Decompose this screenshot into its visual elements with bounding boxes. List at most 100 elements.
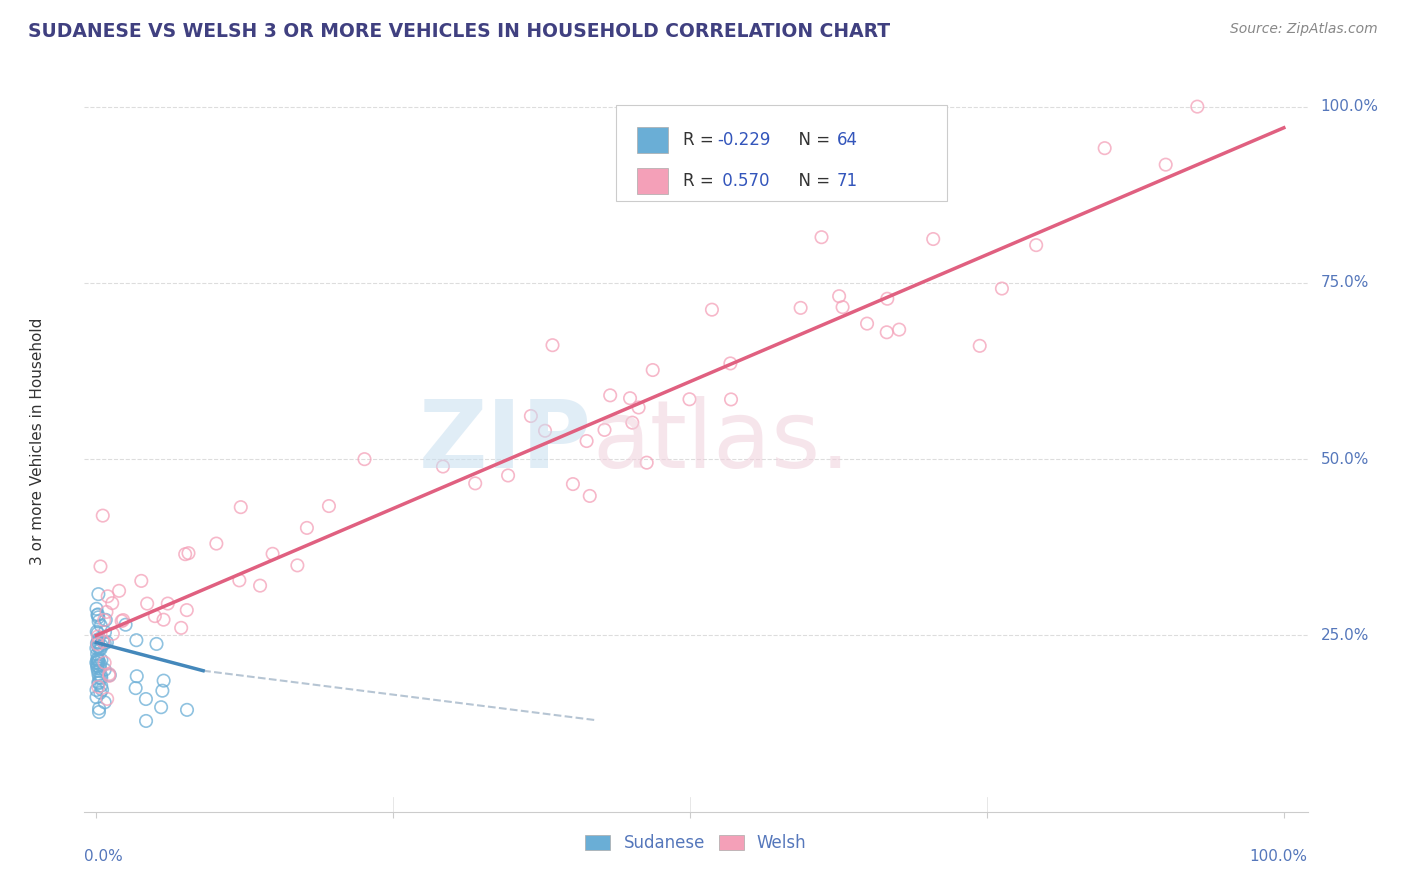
Point: [98, 667, 121, 681]
Point: [1187, 100, 1209, 114]
Point: [89, 559, 111, 574]
Text: 25.0%: 25.0%: [1320, 628, 1369, 643]
Text: 71: 71: [837, 171, 858, 190]
Point: [90, 653, 112, 667]
Point: [98, 669, 121, 683]
Point: [969, 339, 991, 353]
Point: [700, 302, 723, 317]
Point: [93, 656, 115, 670]
Point: [496, 468, 519, 483]
Point: [90, 679, 112, 693]
Point: [87, 629, 110, 643]
Point: [828, 289, 851, 303]
Point: [1154, 158, 1177, 172]
Point: [621, 416, 644, 430]
Point: [262, 547, 284, 561]
Point: [87, 664, 110, 678]
Point: [96, 635, 118, 649]
Point: [91, 508, 114, 523]
Point: [353, 452, 375, 467]
Point: [810, 230, 832, 244]
Point: [94, 663, 117, 677]
Point: [86, 661, 108, 675]
Point: [561, 477, 583, 491]
Point: [718, 356, 741, 370]
Point: [90, 668, 112, 682]
Point: [93, 695, 115, 709]
Point: [205, 536, 228, 550]
Point: [156, 597, 179, 611]
Point: [152, 613, 174, 627]
Point: [641, 363, 664, 377]
Text: N =: N =: [787, 171, 835, 190]
Point: [86, 602, 108, 616]
Point: [136, 597, 159, 611]
Point: [86, 656, 108, 670]
Point: [86, 652, 108, 666]
Point: [108, 583, 131, 598]
Point: [114, 617, 136, 632]
Point: [87, 610, 110, 624]
Point: [89, 670, 111, 684]
Point: [112, 613, 135, 627]
Point: [87, 659, 110, 673]
Text: ZIP: ZIP: [419, 395, 592, 488]
Text: 75.0%: 75.0%: [1320, 276, 1369, 291]
Point: [101, 596, 124, 610]
Point: [125, 669, 148, 683]
Point: [89, 642, 111, 657]
Point: [86, 636, 108, 650]
Point: [287, 558, 309, 573]
Text: -0.229: -0.229: [717, 131, 770, 149]
Point: [520, 409, 543, 423]
Text: 3 or more Vehicles in Household: 3 or more Vehicles in Household: [31, 318, 45, 566]
Point: [636, 456, 658, 470]
Point: [87, 675, 110, 690]
Text: R =: R =: [682, 171, 718, 190]
Point: [145, 637, 167, 651]
Point: [86, 690, 108, 705]
Point: [87, 680, 110, 694]
Text: atlas.: atlas.: [592, 395, 851, 488]
Bar: [637, 168, 668, 194]
Point: [152, 673, 174, 688]
Point: [124, 681, 146, 695]
Point: [143, 609, 166, 624]
Text: 50.0%: 50.0%: [1320, 451, 1369, 467]
Point: [789, 301, 811, 315]
Point: [831, 300, 853, 314]
Point: [94, 625, 117, 640]
Point: [150, 683, 173, 698]
Point: [111, 614, 134, 628]
Text: Source: ZipAtlas.com: Source: ZipAtlas.com: [1230, 22, 1378, 37]
Bar: [637, 127, 668, 153]
Text: 100.0%: 100.0%: [1320, 99, 1379, 114]
Point: [90, 618, 112, 632]
Point: [94, 636, 117, 650]
Point: [876, 292, 898, 306]
Point: [87, 640, 110, 654]
Point: [87, 587, 110, 601]
Point: [87, 632, 110, 646]
Point: [1025, 238, 1047, 252]
Point: [91, 634, 114, 648]
Point: [720, 392, 742, 407]
Point: [678, 392, 700, 407]
Point: [86, 683, 108, 698]
Point: [1094, 141, 1116, 155]
Point: [89, 686, 111, 700]
Point: [97, 589, 120, 603]
Point: [135, 714, 157, 728]
Point: [89, 657, 111, 672]
Point: [87, 701, 110, 715]
Point: [90, 671, 112, 685]
Point: [87, 676, 110, 690]
Point: [87, 654, 110, 668]
Point: [150, 700, 173, 714]
Text: N =: N =: [787, 131, 835, 149]
Point: [94, 613, 117, 627]
Point: [464, 476, 486, 491]
Point: [578, 489, 600, 503]
Point: [90, 641, 112, 656]
Point: [876, 326, 898, 340]
